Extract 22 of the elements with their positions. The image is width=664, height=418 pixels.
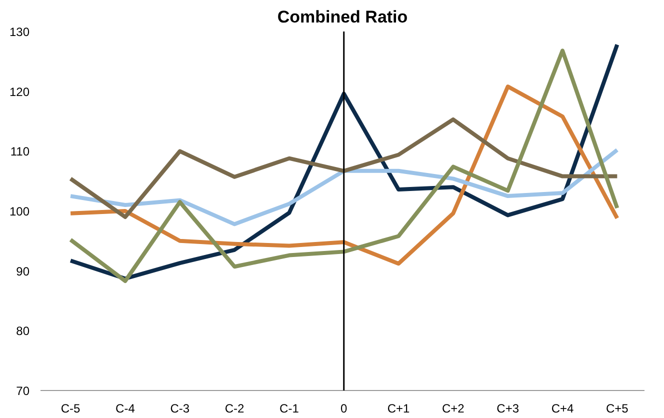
x-tick-label: 0 [340, 402, 348, 416]
y-tick-label: 130 [9, 25, 30, 39]
x-tick-label: C-3 [170, 402, 190, 416]
x-tick-label: C+2 [442, 402, 465, 416]
x-tick-label: C-4 [116, 402, 136, 416]
x-tick-label: C-1 [280, 402, 300, 416]
x-tick-label: C-5 [60, 402, 81, 416]
line-series [68, 117, 620, 219]
x-tick-label: C+1 [387, 402, 410, 416]
x-tick-label: C+3 [496, 402, 520, 416]
x-tick-label: C+4 [551, 402, 574, 416]
x-tick-label: C+5 [606, 402, 629, 416]
y-tick-label: 110 [10, 144, 30, 159]
y-tick-label: 70 [16, 384, 30, 398]
y-tick-label: 120 [9, 84, 30, 99]
x-tick-label: C-2 [224, 402, 245, 416]
chart-title: Combined Ratio [277, 8, 408, 26]
y-tick-label: 100 [9, 204, 30, 218]
y-tick-label: 80 [16, 324, 30, 338]
y-tick-label: 90 [16, 264, 30, 278]
line-series [68, 148, 620, 226]
line-series [68, 84, 620, 266]
